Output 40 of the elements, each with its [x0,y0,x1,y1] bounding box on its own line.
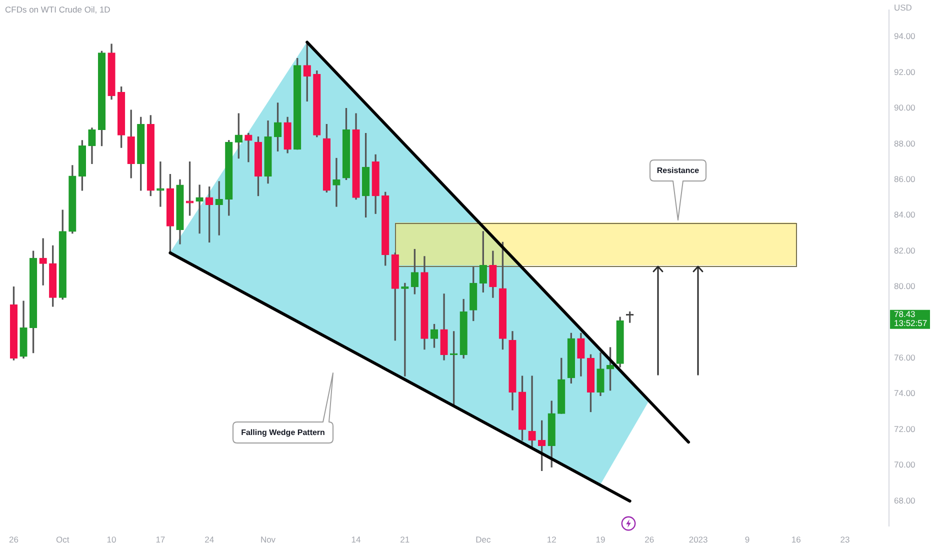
x-tick-label: 21 [400,534,410,544]
y-tick-label: 86.00 [894,174,916,184]
y-tick-label: 88.00 [894,138,916,148]
x-tick-label: 19 [596,534,606,544]
y-tick-label: 76.00 [894,352,916,363]
x-tick-label: 12 [546,534,557,544]
annotation: Resistance [656,166,700,175]
x-tick-label: 10 [106,534,117,544]
y-tick-label: 82.00 [894,245,916,256]
candlestick [156,162,164,207]
candlestick [196,184,204,234]
x-tick-label: 2023 [688,534,708,544]
chart-title: CFDs on WTI Crude Oil, 1D [5,4,110,14]
annotation: Falling Wedge Pattern [241,428,325,437]
x-tick-label: 24 [204,534,214,544]
y-tick-label: 70.00 [894,460,916,470]
x-tick-label: 14 [351,534,362,544]
y-tick-label: 80.00 [894,281,916,292]
y-tick-label: 84.00 [894,210,916,220]
candlestick [332,158,340,207]
y-axis-title: USD [894,2,912,12]
x-tick-label: 9 [744,534,750,544]
x-tick-label: 26 [9,534,19,544]
y-tick-label: 68.00 [894,495,916,506]
y-tick-label: 94.00 [894,31,916,42]
x-tick-label: 16 [791,534,802,544]
y-tick-label: 74.00 [894,388,916,398]
x-tick-label: 17 [156,534,166,544]
y-tick-label: 90.00 [894,102,916,113]
y-tick-label: 72.00 [894,424,916,434]
x-tick-label: Dec [476,534,492,544]
y-tick-label: 92.00 [894,66,916,77]
x-tick-label: 26 [644,534,654,544]
x-tick-label: Nov [260,534,276,544]
candlestick [244,132,252,162]
candlestick [528,376,536,448]
x-tick-label: Oct [56,534,70,544]
text: 78.43 13:52:57 [894,309,928,328]
candlestick [39,238,47,286]
x-tick-label: 23 [840,534,850,544]
